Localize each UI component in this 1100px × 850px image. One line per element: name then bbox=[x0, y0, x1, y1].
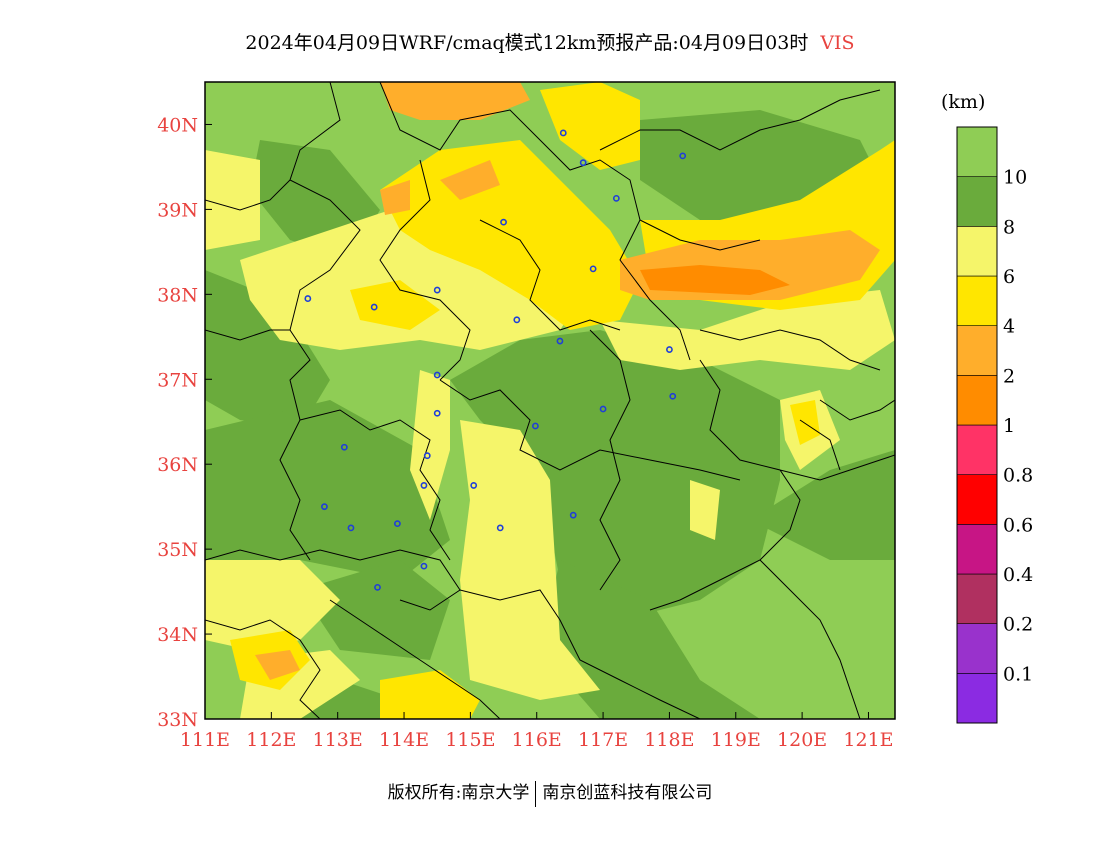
legend-unit: (km) bbox=[941, 91, 985, 113]
lat-tick-label: 38N bbox=[157, 284, 198, 306]
lon-tick-label: 117E bbox=[578, 729, 628, 751]
lat-tick-label: 39N bbox=[157, 199, 198, 221]
city-marker bbox=[496, 524, 504, 532]
title-variable: VIS bbox=[820, 32, 855, 54]
legend-swatch bbox=[956, 226, 998, 277]
lon-tick-label: 111E bbox=[180, 729, 230, 751]
legend-swatch bbox=[956, 126, 998, 177]
lat-tick-label: 33N bbox=[157, 709, 198, 731]
legend-swatch bbox=[956, 524, 998, 575]
lat-tick-label: 37N bbox=[157, 369, 198, 391]
legend-swatch bbox=[956, 623, 998, 674]
footer-left: 版权所有:南京大学 bbox=[387, 783, 530, 803]
lat-tick-label: 35N bbox=[157, 539, 198, 561]
city-marker bbox=[304, 295, 312, 302]
city-marker bbox=[589, 265, 597, 273]
lon-tick-label: 121E bbox=[843, 729, 893, 751]
lat-axis: 33N 34N 35N 36N 37N 38N 39N 40N bbox=[157, 114, 212, 731]
title-main: 2024年04月09日WRF/cmaq模式12km预报产品:04月09日03时 bbox=[245, 32, 809, 54]
vis-band-8km bbox=[205, 110, 895, 719]
legend-label: 0.8 bbox=[1003, 465, 1033, 487]
city-marker bbox=[420, 482, 428, 489]
city-marker bbox=[470, 482, 478, 489]
lon-tick-label: 116E bbox=[512, 729, 562, 751]
city-marker bbox=[669, 392, 677, 400]
legend-label: 6 bbox=[1003, 266, 1015, 288]
lon-tick-label: 118E bbox=[644, 729, 694, 751]
chart-title: 2024年04月09日WRF/cmaq模式12km预报产品:04月09日03时 V… bbox=[0, 28, 1100, 55]
city-marker bbox=[394, 520, 401, 528]
legend-swatch bbox=[956, 573, 998, 624]
footer-separator bbox=[535, 780, 537, 807]
city-marker bbox=[500, 218, 507, 226]
legend-swatch bbox=[956, 176, 998, 227]
legend-swatch bbox=[956, 325, 998, 376]
legend-label: 10 bbox=[1003, 167, 1027, 189]
legend-label: 0.4 bbox=[1003, 564, 1033, 586]
legend-label: 0.6 bbox=[1003, 514, 1033, 536]
legend-label: 8 bbox=[1003, 216, 1015, 238]
city-marker bbox=[433, 409, 441, 417]
city-marker bbox=[370, 303, 378, 311]
legend-label: 2 bbox=[1003, 365, 1015, 387]
lon-axis: 111E 112E 113E 114E 115E 116E 117E 118E 119E 120E… bbox=[180, 712, 894, 751]
lat-tick-label: 34N bbox=[157, 624, 198, 646]
lon-tick-label: 113E bbox=[313, 729, 363, 751]
city-marker bbox=[559, 129, 567, 137]
city-marker bbox=[433, 371, 441, 379]
city-marker bbox=[556, 337, 564, 345]
city-marker bbox=[347, 524, 355, 532]
legend-label: 0.1 bbox=[1003, 663, 1033, 685]
city-marker bbox=[569, 511, 577, 519]
city-marker bbox=[579, 159, 587, 167]
footer-copyright: 版权所有:南京大学 南京创蓝科技有限公司 bbox=[0, 778, 1100, 807]
legend-swatch bbox=[956, 673, 998, 724]
city-marker bbox=[433, 286, 441, 294]
colorbar-legend: 0.1 0.2 0.4 0.6 0.8 1 2 4 6 8 10 bbox=[956, 126, 1033, 724]
city-marker bbox=[532, 422, 539, 430]
lon-tick-label: 112E bbox=[246, 729, 296, 751]
legend-swatch bbox=[956, 275, 998, 326]
map-area bbox=[205, 82, 895, 719]
city-markers bbox=[304, 129, 687, 591]
city-marker bbox=[599, 405, 607, 413]
footer-right: 南京创蓝科技有限公司 bbox=[542, 783, 713, 803]
lon-tick-label: 119E bbox=[711, 729, 761, 751]
legend-swatch bbox=[956, 474, 998, 525]
city-marker bbox=[679, 152, 687, 160]
city-marker bbox=[513, 316, 521, 324]
city-marker bbox=[666, 346, 673, 353]
city-marker bbox=[423, 452, 431, 460]
legend-label: 1 bbox=[1003, 415, 1015, 437]
legend-swatch bbox=[956, 424, 998, 475]
city-marker bbox=[612, 194, 620, 202]
lat-tick-label: 36N bbox=[157, 454, 198, 476]
lon-tick-label: 120E bbox=[777, 729, 827, 751]
city-marker bbox=[340, 443, 348, 451]
lon-tick-label: 114E bbox=[379, 729, 429, 751]
lat-tick-label: 40N bbox=[157, 114, 198, 136]
lon-tick-label: 115E bbox=[445, 729, 495, 751]
city-marker bbox=[321, 503, 328, 511]
legend-swatch bbox=[956, 375, 998, 426]
legend-label: 0.2 bbox=[1003, 614, 1033, 636]
vis-band-1km bbox=[640, 265, 790, 295]
city-marker bbox=[374, 583, 381, 591]
map-frame bbox=[204, 81, 896, 720]
city-marker bbox=[420, 562, 428, 570]
legend-label: 4 bbox=[1003, 316, 1015, 338]
